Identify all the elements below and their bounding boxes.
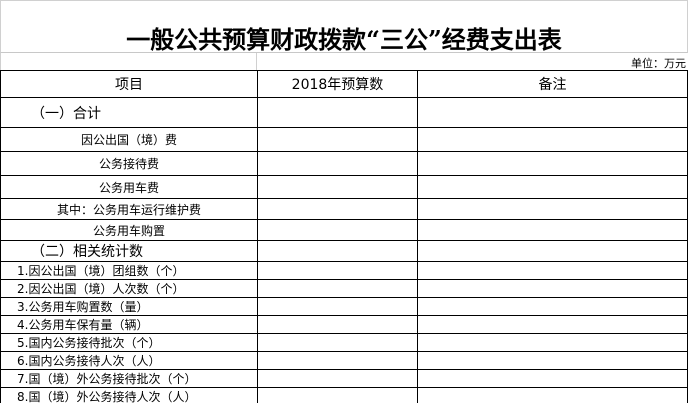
label-cell[interactable]: 6.国内公务接待人次（人） [0, 351, 258, 370]
label-cell[interactable]: 8.国（境）外公务接待人次（人） [0, 387, 258, 403]
note-cell[interactable] [417, 387, 688, 403]
label-cell[interactable]: 3.公务用车购置数（量） [0, 297, 258, 316]
note-cell[interactable] [417, 97, 688, 128]
budget-cell[interactable] [257, 240, 418, 262]
table-row: 因公出国（境）费 [0, 127, 688, 152]
table-row: 其中：公务用车运行维护费 [0, 198, 688, 220]
note-cell[interactable] [417, 198, 688, 220]
header-row: 项目 2018年预算数 备注 [0, 70, 688, 98]
budget-cell[interactable] [257, 369, 418, 388]
table-row: 1.因公出国（境）团组数（个） [0, 261, 688, 280]
empty-cell[interactable] [0, 53, 257, 70]
table-row: 公务接待费 [0, 151, 688, 176]
label-cell[interactable]: （一）合计 [0, 97, 258, 128]
label-cell[interactable]: 1.因公出国（境）团组数（个） [0, 261, 258, 280]
label-cell[interactable]: （二）相关统计数 [0, 240, 258, 262]
note-cell[interactable] [417, 297, 688, 316]
header-note: 备注 [417, 70, 688, 98]
table-row: （二）相关统计数 [0, 240, 688, 262]
table-title: 一般公共预算财政拨款“三公”经费支出表 [0, 0, 688, 54]
budget-cell[interactable] [257, 315, 418, 334]
note-cell[interactable] [417, 279, 688, 298]
note-cell[interactable] [417, 315, 688, 334]
note-cell[interactable] [417, 369, 688, 388]
table-row: 公务用车费 [0, 175, 688, 199]
label-cell[interactable]: 因公出国（境）费 [0, 127, 258, 152]
budget-cell[interactable] [257, 97, 418, 128]
table-row: （一）合计 [0, 97, 688, 128]
label-cell[interactable]: 4.公务用车保有量（辆） [0, 315, 258, 334]
note-cell[interactable] [417, 175, 688, 199]
label-cell[interactable]: 其中：公务用车运行维护费 [0, 198, 258, 220]
note-cell[interactable] [417, 240, 688, 262]
budget-cell[interactable] [257, 261, 418, 280]
table-row: 3.公务用车购置数（量） [0, 297, 688, 316]
table-row: 8.国（境）外公务接待人次（人） [0, 387, 688, 403]
label-cell[interactable]: 5.国内公务接待批次（个） [0, 333, 258, 352]
table-row: 4.公务用车保有量（辆） [0, 315, 688, 334]
budget-cell[interactable] [257, 219, 418, 241]
label-cell[interactable]: 公务用车购置 [0, 219, 258, 241]
budget-cell[interactable] [257, 333, 418, 352]
budget-cell[interactable] [257, 198, 418, 220]
table-row: 2.因公出国（境）人次数（个） [0, 279, 688, 298]
label-cell[interactable]: 公务用车费 [0, 175, 258, 199]
note-cell[interactable] [417, 127, 688, 152]
header-budget: 2018年预算数 [257, 70, 418, 98]
budget-cell[interactable] [257, 387, 418, 403]
unit-label: 单位：万元 [631, 57, 686, 70]
note-cell[interactable] [417, 219, 688, 241]
expense-table: 项目 2018年预算数 备注 （一）合计 因公出国（境）费 公务接待费 公务用车费 其中… [0, 70, 688, 403]
label-cell[interactable]: 公务接待费 [0, 151, 258, 176]
budget-cell[interactable] [257, 297, 418, 316]
note-cell[interactable] [417, 333, 688, 352]
note-cell[interactable] [417, 261, 688, 280]
budget-cell[interactable] [257, 151, 418, 176]
note-cell[interactable] [417, 151, 688, 176]
note-cell[interactable] [417, 351, 688, 370]
budget-cell[interactable] [257, 127, 418, 152]
table-row: 6.国内公务接待人次（人） [0, 351, 688, 370]
budget-cell[interactable] [257, 175, 418, 199]
table-row: 公务用车购置 [0, 219, 688, 241]
table-row: 7.国（境）外公务接待批次（个） [0, 369, 688, 388]
label-cell[interactable]: 7.国（境）外公务接待批次（个） [0, 369, 258, 388]
unit-row: 单位：万元 [0, 53, 688, 70]
budget-cell[interactable] [257, 279, 418, 298]
table-row: 5.国内公务接待批次（个） [0, 333, 688, 352]
header-item: 项目 [0, 70, 258, 98]
label-cell[interactable]: 2.因公出国（境）人次数（个） [0, 279, 258, 298]
budget-cell[interactable] [257, 351, 418, 370]
